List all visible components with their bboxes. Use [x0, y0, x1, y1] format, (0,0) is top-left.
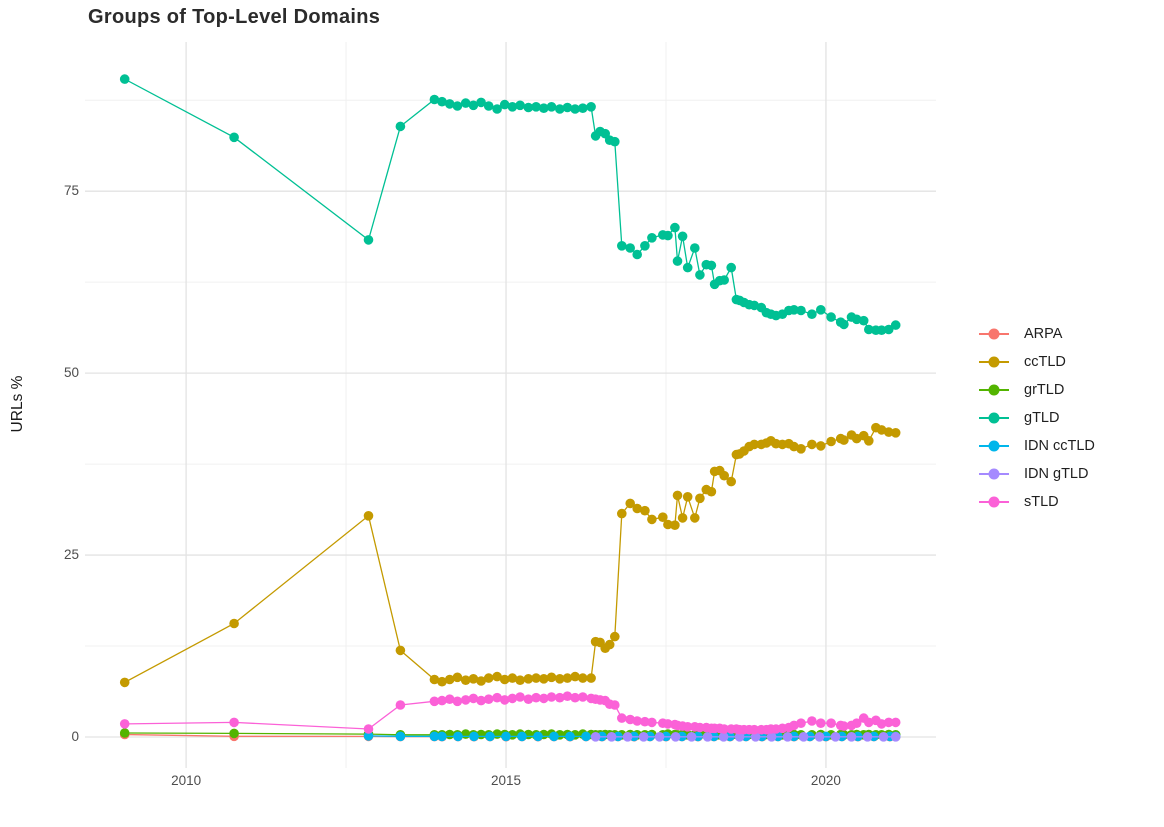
x-axis-tick-label: 2020 — [810, 773, 841, 788]
legend-label: IDN ccTLD — [1024, 438, 1095, 454]
legend-label: ccTLD — [1024, 354, 1066, 370]
legend-key-icon — [979, 328, 1009, 340]
legend-label: gTLD — [1024, 410, 1060, 426]
legend-item-idn-gtld: IDN gTLD — [977, 460, 1095, 488]
legend-label: ARPA — [1024, 326, 1063, 342]
legend-label: grTLD — [1024, 382, 1065, 398]
legend: ARPA ccTLD grTLD gTLD IDN ccTLD IDN gTLD sTLD — [977, 320, 1095, 516]
x-axis-tick-label: 2015 — [490, 773, 522, 788]
legend-key-icon — [979, 496, 1009, 508]
legend-item-gtld: gTLD — [977, 404, 1095, 432]
y-axis-tick-label: 50 — [63, 365, 79, 381]
y-axis-tick-label: 75 — [63, 183, 79, 199]
y-axis-title: URLs % — [9, 375, 26, 433]
legend-key-icon — [979, 412, 1009, 424]
legend-item-cctld: ccTLD — [977, 348, 1095, 376]
legend-key-icon — [979, 356, 1009, 368]
chart-title: Groups of Top-Level Domains — [88, 6, 381, 28]
legend-item-arpa: ARPA — [977, 320, 1095, 348]
legend-key-icon — [979, 440, 1009, 452]
series-idn-gtld — [590, 732, 901, 742]
legend-item-stld: sTLD — [977, 488, 1095, 516]
y-axis-tick-label: 0 — [71, 728, 79, 744]
y-axis-tick-label: 25 — [63, 547, 79, 563]
legend-key-icon — [979, 384, 1009, 396]
minor-gridlines — [85, 42, 936, 768]
series-stld — [119, 691, 901, 735]
legend-label: IDN gTLD — [1024, 466, 1089, 482]
legend-item-grtld: grTLD — [977, 376, 1095, 404]
legend-key-icon — [979, 468, 1009, 480]
series-cctld — [119, 422, 901, 688]
series-gtld — [119, 74, 901, 336]
x-axis-tick-label: 2010 — [171, 773, 202, 788]
major-gridlines — [85, 42, 936, 768]
legend-label: sTLD — [1024, 494, 1059, 510]
legend-item-idn-cctld: IDN ccTLD — [977, 432, 1095, 460]
